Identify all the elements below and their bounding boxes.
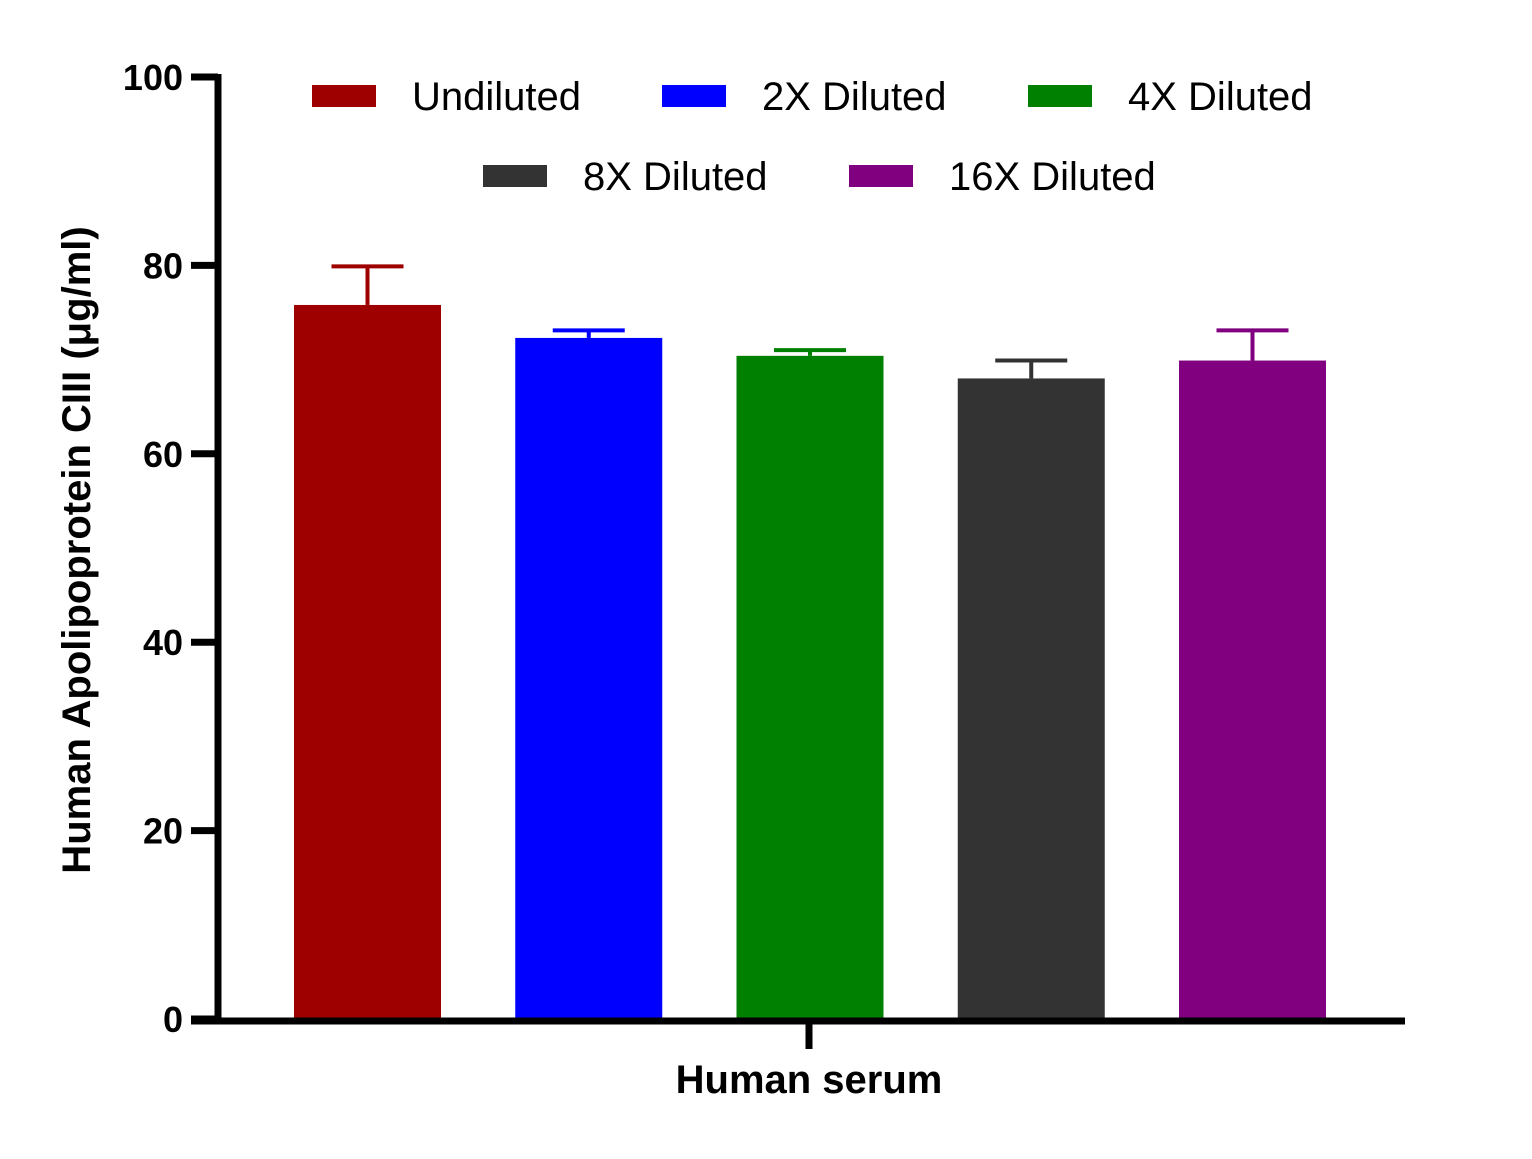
legend-label: 16X Diluted (949, 155, 1156, 199)
legend-label: 8X Diluted (583, 155, 768, 199)
x-axis-title: Human serum (676, 1058, 943, 1102)
legend-label: Undiluted (412, 75, 581, 119)
legend-swatch (483, 165, 547, 187)
y-tick-label: 60 (143, 434, 183, 475)
y-tick-label: 40 (143, 622, 183, 663)
legend-swatch (1028, 85, 1092, 107)
y-tick-label: 80 (143, 245, 183, 286)
y-tick-label: 100 (123, 57, 183, 98)
y-axis-title: Human Apolipoprotein CIII (μg/ml) (55, 226, 99, 873)
y-tick-label: 0 (163, 999, 183, 1040)
legend-label: 2X Diluted (762, 75, 947, 119)
legend-swatch (662, 85, 726, 107)
bar-undiluted (294, 304, 441, 1019)
bar-4x-diluted (736, 355, 884, 1019)
bar-8x-diluted (957, 378, 1105, 1019)
legend-swatch (312, 85, 376, 107)
legend-swatch (849, 165, 913, 187)
legend-label: 4X Diluted (1128, 75, 1313, 119)
bar-2x-diluted (515, 337, 663, 1020)
y-tick-label: 20 (143, 811, 183, 852)
bar-16x-diluted (1179, 360, 1326, 1019)
